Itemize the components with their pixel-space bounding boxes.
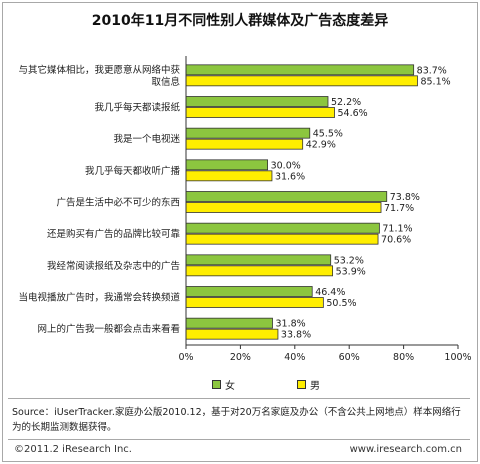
value-label: 85.1% xyxy=(420,76,450,87)
x-tick-label: 60% xyxy=(339,352,360,363)
category-label: 网上的广告我一般都会点击来看看 xyxy=(37,323,180,335)
legend: 女 男 xyxy=(0,377,480,392)
legend-swatch-male xyxy=(297,380,306,389)
value-label: 71.7% xyxy=(384,203,414,214)
bar-female xyxy=(185,96,329,107)
legend-item-male: 男 xyxy=(297,377,320,392)
value-label: 42.9% xyxy=(306,140,336,151)
bar-female xyxy=(185,317,273,329)
source-box: Source：iUserTracker.家庭办公版2010.12，基于对20万名… xyxy=(8,398,470,440)
bar-male xyxy=(185,170,273,182)
bar-female xyxy=(185,286,313,297)
x-tick-label: 0% xyxy=(178,352,193,363)
value-label: 50.5% xyxy=(326,298,356,309)
value-label: 45.5% xyxy=(313,129,343,140)
legend-item-female: 女 xyxy=(212,377,235,392)
legend-swatch-female xyxy=(212,380,221,389)
x-tick-label: 100% xyxy=(444,352,471,363)
legend-label-female: 女 xyxy=(225,381,235,392)
bar-male xyxy=(185,202,382,213)
bar-female xyxy=(185,159,268,171)
category-label: 与其它媒体相比，我更愿意从网络中获取信息 xyxy=(18,64,180,88)
value-label: 73.8% xyxy=(390,192,420,203)
x-tick-label: 20% xyxy=(230,352,251,363)
value-label: 54.6% xyxy=(338,108,368,119)
value-label: 31.8% xyxy=(275,319,305,330)
value-label: 46.4% xyxy=(315,287,345,298)
category-label: 还是购买有广告的品牌比较可靠 xyxy=(47,228,181,240)
bar-female xyxy=(185,222,380,234)
bar-female xyxy=(185,64,415,76)
category-label: 我几乎每天都读报纸 xyxy=(94,102,180,114)
bar-male xyxy=(185,328,279,340)
category-label: 当电视播放广告时，我通常会转换频道 xyxy=(18,292,180,304)
category-label: 我几乎每天都收听广播 xyxy=(85,165,181,177)
x-tick-label: 40% xyxy=(284,352,305,363)
value-label: 30.0% xyxy=(271,160,301,171)
category-label: 广告是生活中必不可少的东西 xyxy=(56,197,180,209)
category-label: 我经常阅读报纸及杂志中的广告 xyxy=(47,260,180,272)
value-label: 70.6% xyxy=(381,235,411,246)
value-label: 53.2% xyxy=(334,255,364,266)
x-tick-label: 80% xyxy=(393,352,414,363)
value-label: 53.9% xyxy=(336,266,366,277)
copyright: ©2011.2 iResearch Inc. xyxy=(14,444,132,455)
value-label: 71.1% xyxy=(382,224,412,235)
bar-male xyxy=(185,107,335,118)
category-label: 我是一个电视迷 xyxy=(113,133,180,145)
bar-male xyxy=(185,297,324,308)
bar-male xyxy=(185,75,418,87)
bar-female xyxy=(185,254,332,266)
value-label: 52.2% xyxy=(331,97,361,108)
bar-male xyxy=(185,233,379,245)
bar-male xyxy=(185,265,334,277)
bar-female xyxy=(185,127,311,139)
bar-female xyxy=(185,191,388,202)
value-label: 31.6% xyxy=(275,171,305,182)
legend-label-male: 男 xyxy=(310,381,320,392)
chart-title: 2010年11月不同性别人群媒体及广告态度差异 xyxy=(91,13,389,29)
bar-male xyxy=(185,138,304,150)
value-label: 83.7% xyxy=(417,65,447,76)
source-text: Source：iUserTracker.家庭办公版2010.12，基于对20万名… xyxy=(12,407,461,433)
bar-chart: 与其它媒体相比，我更愿意从网络中获取信息 83.7%85.1% 我几乎每天都读报纸 5… xyxy=(18,56,472,363)
value-label: 33.8% xyxy=(281,330,311,341)
website-link[interactable]: www.iresearch.com.cn xyxy=(349,444,462,455)
